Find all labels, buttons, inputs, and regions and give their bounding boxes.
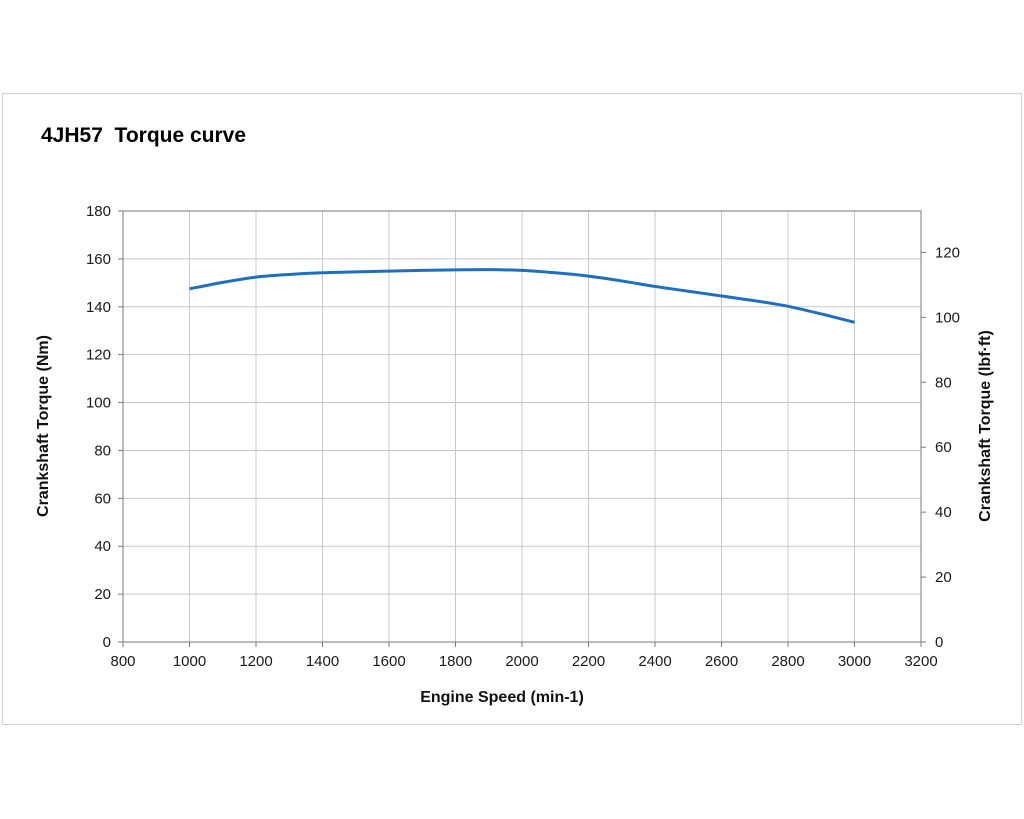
x-axis-title: Engine Speed (min-1) bbox=[420, 689, 584, 706]
y-tick-label: 140 bbox=[86, 299, 111, 316]
y2-axis-title: Crankshaft Torque (lbf·ft) bbox=[977, 330, 994, 522]
y2-tick-label: 80 bbox=[935, 374, 952, 391]
chart-title: 4JH57 Torque curve bbox=[41, 124, 246, 147]
y-tick-label: 100 bbox=[86, 395, 111, 412]
x-tick-label: 3200 bbox=[904, 653, 937, 670]
x-tick-label: 1600 bbox=[372, 653, 405, 670]
y-tick-label: 180 bbox=[86, 203, 111, 220]
y2-tick-label: 60 bbox=[935, 439, 952, 456]
torque-series-line bbox=[189, 268, 855, 324]
x-tick-label: 2000 bbox=[505, 653, 538, 670]
x-tick-label: 1000 bbox=[173, 653, 206, 670]
y-tick-label: 40 bbox=[94, 538, 111, 555]
y-tick-label: 80 bbox=[94, 442, 111, 459]
series-layer bbox=[189, 268, 855, 324]
y2-tick-label: 40 bbox=[935, 504, 952, 521]
y-axis-title: Crankshaft Torque (Nm) bbox=[35, 335, 52, 517]
x-tick-label: 1800 bbox=[439, 653, 472, 670]
x-tick-label: 3000 bbox=[838, 653, 871, 670]
x-tick-label: 2200 bbox=[572, 653, 605, 670]
chart-frame: 4JH57 Torque curve 800 1000 1200 1400 1600 18… bbox=[2, 93, 1022, 725]
y2-tick-label: 120 bbox=[935, 244, 960, 261]
y-tick-label: 120 bbox=[86, 347, 111, 364]
y2-tick-label: 0 bbox=[935, 634, 943, 651]
torque-chart: 4JH57 Torque curve 800 1000 1200 1400 1600 18… bbox=[35, 124, 994, 706]
x-tick-label: 1200 bbox=[239, 653, 272, 670]
y-tick-label: 160 bbox=[86, 251, 111, 268]
x-tick-label: 1400 bbox=[306, 653, 339, 670]
x-tick-label: 800 bbox=[110, 653, 135, 670]
y-tick-label: 60 bbox=[94, 490, 111, 507]
tick-labels: 800 1000 1200 1400 1600 1800 2000 2200 2400 2600 2… bbox=[86, 203, 960, 670]
grid bbox=[122, 210, 922, 643]
x-tick-label: 2400 bbox=[638, 653, 671, 670]
y-tick-label: 0 bbox=[103, 634, 111, 651]
y2-tick-label: 100 bbox=[935, 309, 960, 326]
x-tick-label: 2600 bbox=[705, 653, 738, 670]
y2-tick-label: 20 bbox=[935, 569, 952, 586]
y-tick-label: 20 bbox=[94, 586, 111, 603]
x-tick-label: 2800 bbox=[771, 653, 804, 670]
